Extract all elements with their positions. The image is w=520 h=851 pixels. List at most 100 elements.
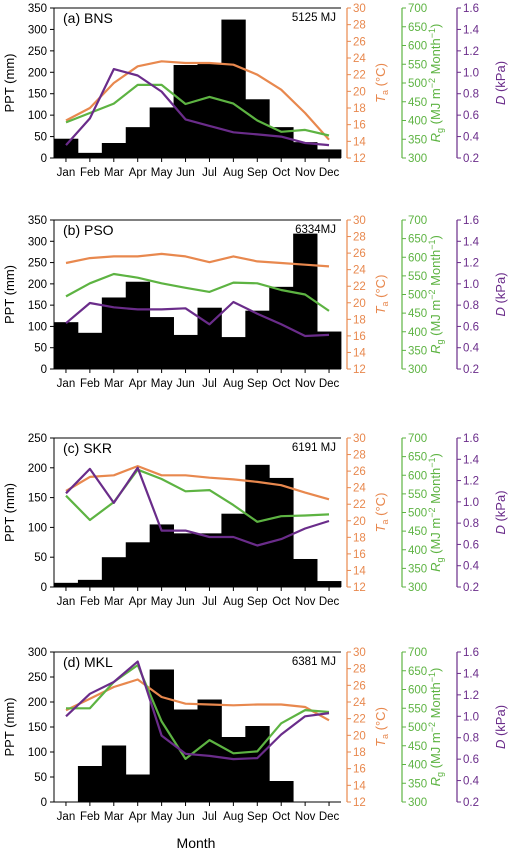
d-tick-label: 1.4	[463, 668, 480, 680]
ppt-bar	[317, 331, 342, 369]
ppt-bar	[269, 477, 294, 587]
x-tick-label: Aug	[223, 811, 243, 823]
ta-axis-label-part: T	[373, 305, 388, 314]
x-tick-label: Oct	[272, 811, 291, 823]
rg-tick-label: 500	[408, 508, 427, 520]
panel-annotation: 5125 MJ	[292, 12, 336, 24]
rg-tick-label: 300	[408, 582, 427, 594]
rg-tick-label: 350	[408, 778, 427, 790]
ppt-tick-label: 200	[28, 697, 47, 709]
rg-axis-label-part: g	[435, 772, 445, 777]
ppt-tick-label: 0	[41, 797, 47, 809]
x-tick-label: Apr	[129, 378, 147, 390]
x-tick-label: May	[151, 378, 173, 390]
rg-axis-label-part: R	[428, 777, 443, 786]
d-axis-label-part: D	[493, 307, 508, 316]
x-tick-label: Sep	[247, 378, 267, 390]
ta-tick-label: 24	[353, 483, 366, 495]
rg-axis-label-part: −1	[427, 457, 437, 467]
rg-tick-label: 450	[408, 97, 427, 109]
rg-tick-label: 400	[408, 327, 427, 339]
rg-axis-label-part: Month	[428, 250, 443, 290]
ppt-tick-label: 50	[34, 132, 47, 144]
d-tick-label: 0.2	[463, 364, 479, 376]
rg-axis-label: Rg (MJ m−2 Month−1)	[427, 24, 445, 143]
rg-tick-label: 650	[408, 666, 427, 678]
rg-axis-label-part: −1	[427, 28, 437, 38]
rg-tick-label: 600	[408, 685, 427, 697]
d-axis-label: D (kPa)	[493, 272, 508, 316]
ta-tick-label: 14	[353, 136, 366, 148]
ppt-bar	[149, 107, 174, 158]
rg-axis-label-part: R	[428, 562, 443, 571]
rg-axis-label-part: −1	[427, 239, 437, 249]
ta-tick-label: 14	[353, 565, 366, 577]
ppt-tick-label: 350	[28, 3, 47, 15]
ta-axis-label-part: T	[373, 94, 388, 103]
chart-panel: 0 50 100 150 200 250 300 350 PPT (mm) Jan Feb Mar Ap…	[2, 215, 508, 390]
ta-axis-label-part: a	[380, 301, 390, 306]
ppt-tick-label: 150	[28, 89, 47, 101]
ppt-bar	[125, 542, 151, 587]
ta-tick-label: 30	[353, 647, 366, 659]
rg-axis-label: Rg (MJ m−2 Month−1)	[427, 453, 445, 572]
ta-axis-label: Ta (°C)	[373, 493, 390, 533]
rg-tick-label: 500	[408, 722, 427, 734]
ppt-bar	[54, 582, 79, 587]
ppt-bar	[197, 63, 222, 158]
x-tick-label: Sep	[247, 596, 267, 608]
ppt-tick-label: 50	[34, 772, 47, 784]
d-tick-label: 0.8	[463, 733, 479, 745]
rg-tick-label: 400	[408, 760, 427, 772]
d-tick-label: 0.8	[463, 300, 479, 312]
rg-axis-label-part: Month	[428, 38, 443, 78]
x-tick-label: Jan	[57, 596, 76, 608]
x-tick-label: Sep	[247, 811, 267, 823]
d-tick-label: 1.4	[463, 24, 480, 36]
d-tick-label: 0.6	[463, 539, 479, 551]
ta-tick-label: 24	[353, 265, 366, 277]
x-tick-label: Nov	[295, 596, 316, 608]
ta-axis-label-part: (°C)	[373, 275, 388, 302]
ppt-bar	[173, 533, 198, 587]
rg-tick-label: 600	[408, 252, 427, 264]
ta-tick-label: 16	[353, 549, 366, 561]
ppt-bar	[221, 337, 246, 369]
d-series-line	[65, 466, 330, 547]
chart-panel: 0 50 100 150 200 250 300 PPT (mm) Jan Feb Mar Apr Ma…	[2, 647, 508, 823]
panel-title: (b) PSO	[63, 222, 114, 238]
rg-axis-label-part: (MJ m	[428, 88, 443, 128]
ta-tick-label: 28	[353, 20, 366, 32]
ppt-tick-label: 250	[28, 258, 47, 270]
d-series-line	[65, 300, 330, 338]
rg-tick-label: 650	[408, 234, 427, 246]
ppt-tick-label: 0	[41, 364, 47, 376]
x-tick-label: Jul	[202, 167, 217, 179]
ta-series-line	[65, 252, 330, 268]
ta-tick-label: 12	[353, 582, 366, 594]
rg-tick-label: 650	[408, 452, 427, 464]
d-tick-label: 1.0	[463, 711, 479, 723]
ppt-tick-label: 100	[28, 321, 47, 333]
ta-series-line	[65, 678, 330, 722]
ta-axis-label-part: (°C)	[373, 493, 388, 520]
rg-axis-label-part: g	[435, 339, 445, 344]
d-tick-label: 1.0	[463, 67, 479, 79]
ta-tick-label: 14	[353, 780, 366, 792]
ppt-axis-label: PPT (mm)	[2, 698, 17, 757]
x-tick-label: Nov	[295, 811, 316, 823]
ta-tick-label: 30	[353, 215, 366, 227]
rg-series-line	[65, 83, 330, 137]
ppt-bar	[197, 533, 222, 587]
d-tick-label: 0.6	[463, 110, 479, 122]
ppt-axis-label: PPT (mm)	[2, 265, 17, 324]
x-tick-label: Nov	[295, 378, 316, 390]
rg-axis-label-part: g	[435, 557, 445, 562]
x-tick-label: Sep	[247, 167, 267, 179]
d-tick-label: 0.2	[463, 797, 479, 809]
d-tick-label: 0.2	[463, 582, 479, 594]
ta-tick-label: 26	[353, 466, 366, 478]
rg-axis-label-part: −2	[427, 289, 437, 299]
ta-tick-label: 20	[353, 298, 366, 310]
